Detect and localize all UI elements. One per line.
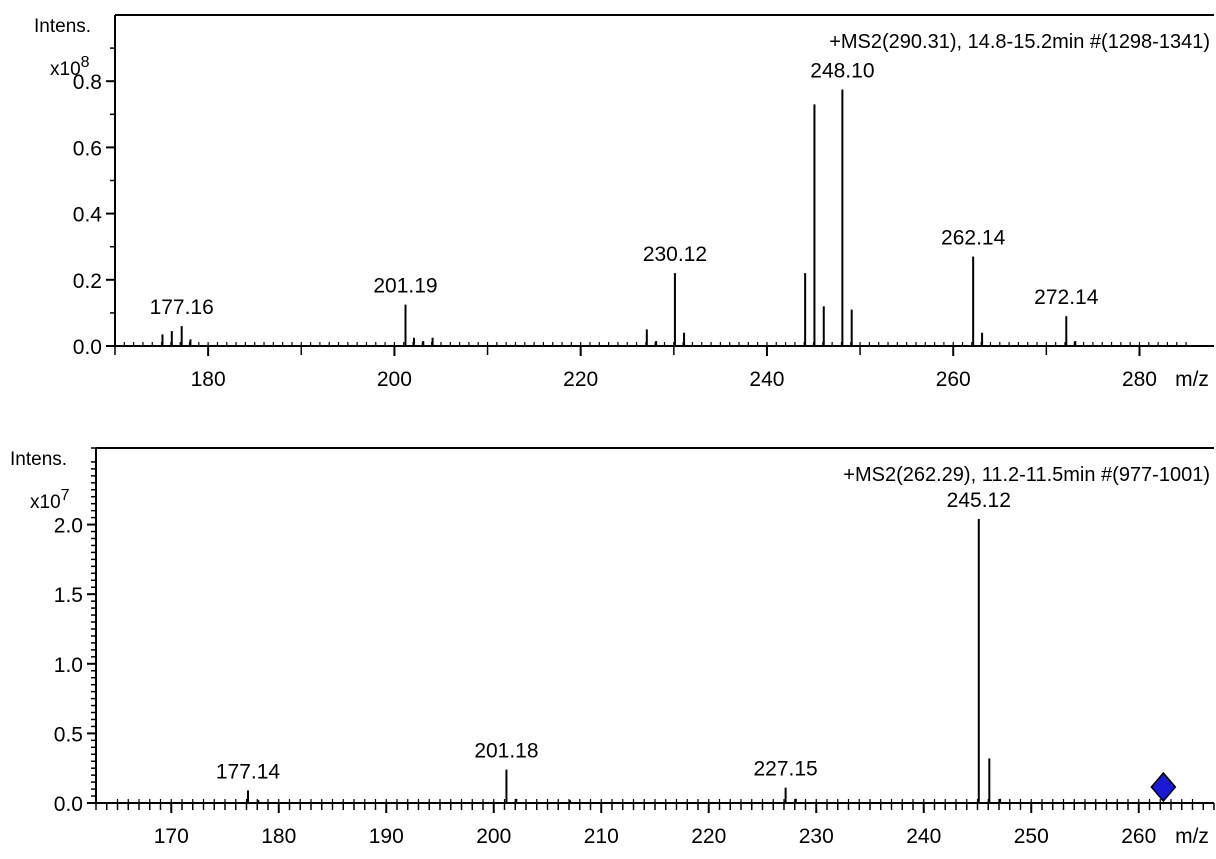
chart2-ylabel: Intens. — [10, 449, 67, 470]
chart2-xtick-label: 260 — [1121, 825, 1156, 848]
chart2-precursor-diamond-icon — [1150, 771, 1177, 803]
chart2-xtick-label: 200 — [476, 825, 511, 848]
chart2-xtick-label: 230 — [799, 825, 834, 848]
chart2-xtick-label: 240 — [906, 825, 941, 848]
chart2-ytick-label: 1.0 — [54, 654, 83, 677]
chart2-xtick-label: 220 — [691, 825, 726, 848]
chart2-xtick-label: 190 — [369, 825, 404, 848]
chart2-peak-label: 245.12 — [947, 489, 1011, 512]
chart1-xunit: m/z — [1175, 368, 1209, 391]
chart1-xtick-label: 220 — [563, 368, 598, 391]
chart1-peak-label: 201.19 — [373, 275, 437, 298]
chart1-ytick-label: 0.8 — [73, 71, 102, 94]
chart1-ytick-label: 0.2 — [73, 270, 102, 293]
chart2-title: +MS2(262.29), 11.2-11.5min #(977-1001) — [843, 464, 1210, 486]
chart1-ytick-label: 0.6 — [73, 137, 102, 160]
chart2-ytick-label: 0.5 — [54, 723, 83, 746]
chart2-xtick-label: 180 — [261, 825, 296, 848]
chart1-ylabel: Intens. — [34, 16, 91, 37]
chart1-peak-label: 248.10 — [810, 59, 874, 82]
chart2-xunit: m/z — [1175, 825, 1209, 848]
chart1-peak-label: 272.14 — [1034, 286, 1099, 309]
chart1-xtick-label: 260 — [936, 368, 971, 391]
chart1-xtick-label: 280 — [1122, 368, 1157, 391]
chart1-peak-label: 262.14 — [941, 227, 1006, 250]
chart1-title: +MS2(290.31), 14.8-15.2min #(1298-1341) — [829, 31, 1210, 53]
chart2-xtick-label: 250 — [1014, 825, 1049, 848]
chart2-peak-label: 201.18 — [474, 740, 538, 763]
chart2-peak-label: 227.15 — [753, 758, 817, 781]
chart2-yscale: x107 — [30, 487, 70, 513]
chart1-ytick-label: 0.4 — [73, 204, 103, 227]
chart2-peak-label: 177.14 — [216, 760, 281, 783]
chart2-xtick-label: 170 — [154, 825, 189, 848]
chart1-peak-label: 230.12 — [643, 243, 707, 266]
chart2-ytick-label: 1.5 — [54, 584, 83, 607]
chart1-xtick-label: 240 — [749, 368, 784, 391]
chart1-xtick-label: 180 — [191, 368, 226, 391]
chart2-ytick-label: 2.0 — [54, 515, 83, 538]
chart1-ytick-label: 0.0 — [73, 336, 102, 359]
chart1-yscale: x108 — [50, 54, 90, 80]
chart2-xtick-label: 210 — [584, 825, 619, 848]
chart2-ytick-label: 0.0 — [54, 793, 83, 816]
chart1-peak-label: 177.16 — [150, 296, 214, 319]
chart1-xtick-label: 200 — [377, 368, 412, 391]
